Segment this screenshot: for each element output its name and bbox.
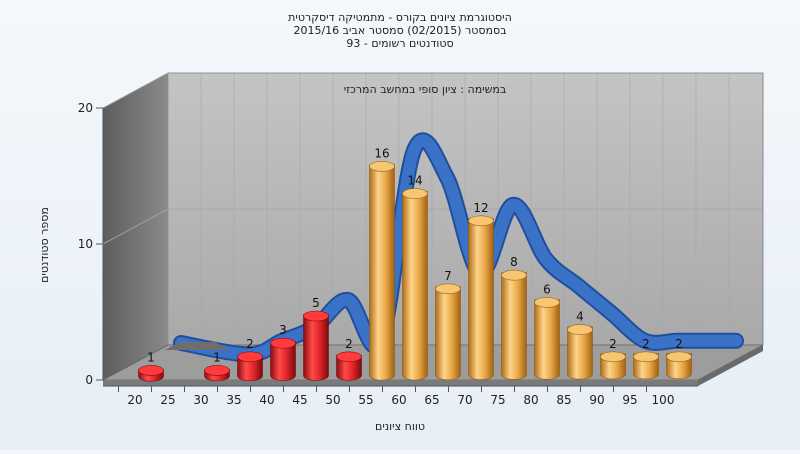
bar-value-label: 2 [609, 337, 617, 351]
bar-value-label: 2 [345, 337, 353, 351]
bar-value-label: 7 [444, 269, 452, 283]
bar [567, 324, 593, 380]
bar [501, 269, 527, 380]
bar-top [336, 351, 362, 363]
flat-slab [165, 342, 230, 350]
bar-body [534, 299, 560, 380]
bar-top [666, 351, 692, 363]
bar-body [270, 341, 296, 381]
chart-subtitle: במשימה : ציון סופי במחשב המרכזי [344, 83, 507, 96]
x-tick-label: 70 [457, 393, 472, 407]
bar-value-label: 16 [374, 146, 389, 160]
y-tick-label: 0 [85, 373, 93, 387]
bar-body [303, 314, 329, 381]
bar-value-label: 2 [675, 337, 683, 351]
x-axis-title: טווח ציונים [375, 420, 425, 433]
bar-top [633, 351, 659, 363]
bar-body [402, 191, 428, 381]
x-tick-label: 20 [127, 393, 142, 407]
bars-layer [138, 161, 692, 382]
x-tick-label: 90 [589, 393, 604, 407]
x-tick-label: 100 [652, 393, 675, 407]
bar-value-label: 5 [312, 296, 320, 310]
bar [138, 365, 164, 382]
bar-body [501, 272, 527, 380]
bar [534, 297, 560, 380]
bar-value-label: 14 [407, 174, 422, 188]
floor-right-edge [698, 345, 763, 386]
bar-value-label: 4 [576, 310, 584, 324]
bar [303, 310, 329, 381]
bar-body [468, 218, 494, 380]
grid-layer [102, 72, 763, 345]
bar [633, 351, 659, 380]
chart-title-line-2: בסמסטר (02/2015) סמסטר אביב 2015/16 [293, 24, 506, 37]
bar [369, 161, 395, 381]
x-tick-label: 25 [160, 393, 175, 407]
x-tick-label: 30 [193, 393, 208, 407]
x-tick-label: 40 [259, 393, 274, 407]
bar-top [600, 351, 626, 363]
x-tick-label: 85 [556, 393, 571, 407]
bar-top [303, 310, 329, 322]
x-tick-label: 55 [358, 393, 373, 407]
bar-top [501, 269, 527, 281]
y-axis-title: מספר סטודנטים [38, 207, 51, 283]
bar-body [237, 355, 263, 382]
bar [666, 351, 692, 379]
bar-value-label: 2 [642, 337, 650, 351]
bar-top [138, 365, 164, 376]
bar-top [435, 283, 461, 295]
bar-value-label: 1 [147, 350, 155, 364]
bar-top [204, 365, 230, 376]
bar [600, 351, 626, 380]
bar-value-label: 2 [246, 337, 254, 351]
bar-value-label: 12 [473, 201, 488, 215]
bar-value-label: 8 [510, 255, 518, 269]
bar-body [435, 286, 461, 381]
bar-value-label: 6 [543, 282, 551, 296]
x-tick-label: 45 [292, 393, 307, 407]
bar-top [270, 337, 296, 349]
bar [468, 215, 494, 380]
x-tick-label: 65 [424, 393, 439, 407]
x-tick-label: 80 [523, 393, 538, 407]
bar-value-label: 1 [213, 350, 221, 364]
bar [402, 188, 428, 381]
x-tick-label: 50 [325, 393, 340, 407]
bar-top [534, 297, 560, 308]
bar [237, 351, 263, 382]
chart-title-line-3: סטודנטים רשומים - 93 [346, 37, 453, 50]
bar-value-label: 3 [279, 323, 287, 337]
x-tick-label: 35 [226, 393, 241, 407]
bar-top [468, 215, 494, 227]
floor-front-edge [103, 380, 698, 386]
bar [204, 365, 230, 382]
x-axis: 20 25 30 35 40 45 50 55 60 65 70 75 80 85 90 95 100 [103, 385, 698, 407]
x-tick-label: 95 [622, 393, 637, 407]
bar-top [369, 161, 395, 172]
y-tick-label: 20 [78, 101, 93, 115]
gridline-left [102, 72, 169, 109]
y-tick-label: 10 [78, 237, 93, 251]
bar [435, 283, 461, 381]
chart-title-line-1: היסטוגרמת ציונים בקורס - מתמטיקה דיסקרטי… [288, 11, 512, 24]
bar-body [567, 326, 593, 380]
x-tick-label: 75 [490, 393, 505, 407]
y-axis: 0 10 20 [78, 101, 104, 387]
bar-body [369, 164, 395, 381]
bar-top [567, 324, 593, 335]
bar [270, 337, 296, 381]
bar [336, 351, 362, 381]
bar-top [402, 188, 428, 199]
x-tick-label: 60 [391, 393, 406, 407]
gridline-left [102, 208, 169, 245]
bar-top [237, 351, 263, 363]
